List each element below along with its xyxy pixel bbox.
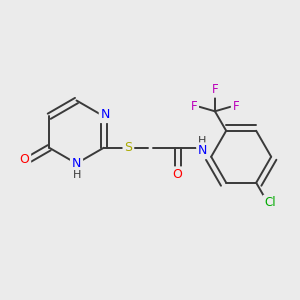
Text: N: N xyxy=(198,144,208,157)
Text: S: S xyxy=(124,141,132,154)
Text: O: O xyxy=(172,168,182,181)
Text: N: N xyxy=(72,157,81,170)
Text: H: H xyxy=(197,136,206,146)
Text: O: O xyxy=(20,152,29,166)
Text: F: F xyxy=(212,83,218,96)
Text: Cl: Cl xyxy=(264,196,276,209)
Text: F: F xyxy=(232,100,239,113)
Text: N: N xyxy=(100,108,110,121)
Text: H: H xyxy=(73,170,81,180)
Text: F: F xyxy=(190,100,197,113)
